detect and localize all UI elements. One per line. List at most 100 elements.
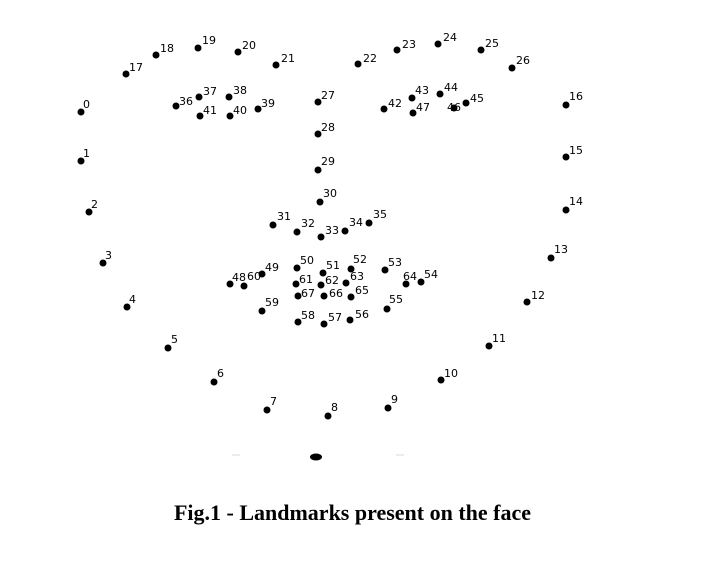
landmark-point-57 (320, 320, 328, 328)
landmark-label-20: 20 (242, 39, 256, 52)
landmark-label-36: 36 (179, 95, 193, 108)
landmark-point-24 (434, 40, 442, 48)
landmark-point-21 (272, 61, 280, 69)
landmark-point-35 (365, 219, 373, 227)
landmark-label-66: 66 (329, 287, 343, 300)
landmark-label-32: 32 (301, 217, 315, 230)
chin-point (310, 453, 322, 461)
landmark-label-17: 17 (129, 61, 143, 74)
landmark-point-58 (294, 318, 302, 326)
landmark-label-10: 10 (444, 367, 458, 380)
landmark-label-64: 64 (403, 270, 417, 283)
landmark-label-12: 12 (531, 289, 545, 302)
landmark-label-16: 16 (569, 90, 583, 103)
landmark-point-31 (269, 221, 277, 229)
landmark-label-53: 53 (388, 256, 402, 269)
landmark-label-40: 40 (233, 104, 247, 117)
landmark-point-39 (254, 105, 262, 113)
landmark-label-45: 45 (470, 92, 484, 105)
landmark-point-15 (562, 153, 570, 161)
landmark-point-22 (354, 60, 362, 68)
landmark-point-29 (314, 166, 322, 174)
landmark-point-36 (172, 102, 180, 110)
landmark-point-26 (508, 64, 516, 72)
landmark-point-13 (547, 254, 555, 262)
landmark-label-27: 27 (321, 89, 335, 102)
landmark-point-56 (346, 316, 354, 324)
landmark-label-26: 26 (516, 54, 530, 67)
landmark-label-30: 30 (323, 187, 337, 200)
landmark-point-66 (320, 292, 328, 300)
landmark-label-31: 31 (277, 210, 291, 223)
landmark-point-25 (477, 46, 485, 54)
landmark-label-62: 62 (325, 274, 339, 287)
landmark-label-11: 11 (492, 332, 506, 345)
landmark-label-29: 29 (321, 155, 335, 168)
landmark-point-44 (436, 90, 444, 98)
landmark-label-19: 19 (202, 34, 216, 47)
figure-caption: Fig.1 - Landmarks present on the face (173, 500, 532, 525)
landmark-label-21: 21 (281, 52, 295, 65)
landmark-label-42: 42 (388, 97, 402, 110)
landmark-label-65: 65 (355, 284, 369, 297)
landmark-label-59: 59 (265, 296, 279, 309)
landmark-point-43 (408, 94, 416, 102)
landmark-label-47: 47 (416, 101, 430, 114)
landmark-point-65 (347, 293, 355, 301)
landmark-point-10 (437, 376, 445, 384)
landmark-label-28: 28 (321, 121, 335, 134)
landmark-label-9: 9 (391, 393, 398, 406)
landmark-label-56: 56 (355, 308, 369, 321)
landmark-point-1 (77, 157, 85, 165)
landmark-point-28 (314, 130, 322, 138)
landmark-label-44: 44 (444, 81, 458, 94)
landmark-point-19 (194, 44, 202, 52)
landmark-label-63: 63 (350, 270, 364, 283)
landmark-label-2: 2 (91, 198, 98, 211)
landmark-point-14 (562, 206, 570, 214)
landmark-point-2 (85, 208, 93, 216)
landmark-label-49: 49 (265, 261, 279, 274)
landmark-label-0: 0 (83, 98, 90, 111)
landmark-point-40 (226, 112, 234, 120)
landmark-label-60: 60 (247, 270, 261, 283)
landmark-label-50: 50 (300, 254, 314, 267)
landmark-point-9 (384, 404, 392, 412)
landmark-point-64 (402, 280, 410, 288)
landmark-label-46: 46 (447, 101, 461, 114)
landmark-point-11 (485, 342, 493, 350)
landmark-point-20 (234, 48, 242, 56)
landmark-label-52: 52 (353, 253, 367, 266)
landmark-point-62 (317, 281, 325, 289)
landmark-point-5 (164, 344, 172, 352)
landmark-point-54 (417, 278, 425, 286)
landmark-point-50 (293, 264, 301, 272)
landmark-point-23 (393, 46, 401, 54)
landmark-point-18 (152, 51, 160, 59)
landmark-label-22: 22 (363, 52, 377, 65)
landmark-point-60 (240, 282, 248, 290)
landmark-label-7: 7 (270, 395, 277, 408)
landmark-point-34 (341, 227, 349, 235)
landmark-point-6 (210, 378, 218, 386)
landmark-label-5: 5 (171, 333, 178, 346)
landmark-point-51 (319, 269, 327, 277)
landmark-label-8: 8 (331, 401, 338, 414)
landmark-label-34: 34 (349, 216, 363, 229)
landmark-label-51: 51 (326, 259, 340, 272)
landmark-point-48 (226, 280, 234, 288)
landmark-label-57: 57 (328, 311, 342, 324)
landmark-label-61: 61 (299, 273, 313, 286)
landmark-point-0 (77, 108, 85, 116)
landmark-point-55 (383, 305, 391, 313)
landmark-label-24: 24 (443, 31, 457, 44)
landmark-label-25: 25 (485, 37, 499, 50)
landmark-point-17 (122, 70, 130, 78)
landmark-point-42 (380, 105, 388, 113)
landmark-point-61 (292, 280, 300, 288)
landmark-label-14: 14 (569, 195, 583, 208)
landmark-point-8 (324, 412, 332, 420)
landmark-point-37 (195, 93, 203, 101)
